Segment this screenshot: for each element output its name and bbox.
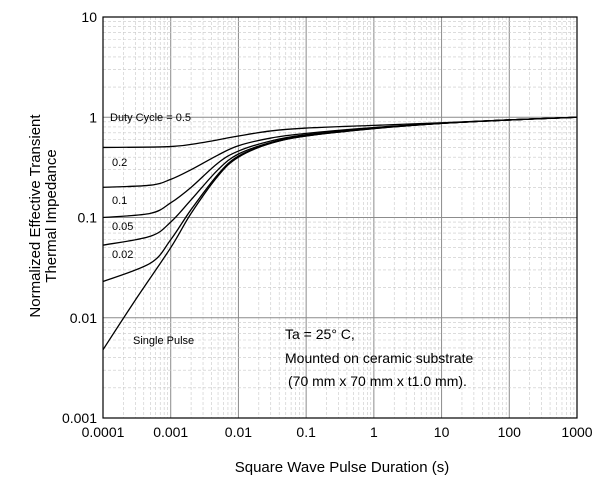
x-tick-label: 1000	[561, 424, 592, 440]
conditions-note: Ta = 25° C, Mounted on ceramic substrate…	[285, 326, 474, 389]
series-label-0-02: 0.02	[112, 249, 133, 261]
y-tick-labels: 0.001 0.01 0.1 1 10	[62, 9, 97, 426]
x-tick-label: 0.1	[296, 424, 316, 440]
y-tick-label: 0.1	[78, 210, 98, 226]
series-label-0-05: 0.05	[112, 221, 133, 233]
x-tick-label: 0.001	[153, 424, 188, 440]
series-labels: Duty Cycle = 0.5 0.2 0.1 0.05 0.02 Singl…	[110, 112, 194, 347]
x-tick-label: 10	[434, 424, 450, 440]
x-tick-label: 1	[370, 424, 378, 440]
y-tick-label: 10	[81, 9, 97, 25]
plot-frame	[102, 16, 578, 419]
series-label-0-5: Duty Cycle = 0.5	[110, 112, 191, 124]
series-label-0-2: 0.2	[112, 157, 127, 169]
x-axis-title: Square Wave Pulse Duration (s)	[235, 459, 450, 476]
x-tick-label: 0.0001	[82, 424, 125, 440]
y-tick-label: 0.01	[70, 310, 97, 326]
x-tick-labels: 0.0001 0.001 0.01 0.1 1 10 100 1000	[82, 424, 593, 440]
x-tick-label: 100	[498, 424, 522, 440]
y-tick-label: 0.001	[62, 410, 97, 426]
series-label-single-pulse: Single Pulse	[133, 335, 194, 347]
note-mounting: Mounted on ceramic substrate	[285, 350, 474, 366]
series-line-3	[102, 116, 578, 246]
series-label-0-1: 0.1	[112, 195, 127, 207]
note-substrate-size: (70 mm x 70 mm x t1.0 mm).	[288, 373, 467, 389]
y-axis-title-line-1: Normalized Effective Transient	[27, 114, 44, 318]
y-axis-title-line-2: Thermal Impedance	[43, 149, 60, 282]
y-tick-label: 1	[89, 109, 97, 125]
x-tick-label: 0.01	[225, 424, 252, 440]
series-line-5	[102, 116, 578, 351]
curves	[102, 116, 578, 351]
note-temperature: Ta = 25° C,	[285, 326, 355, 342]
